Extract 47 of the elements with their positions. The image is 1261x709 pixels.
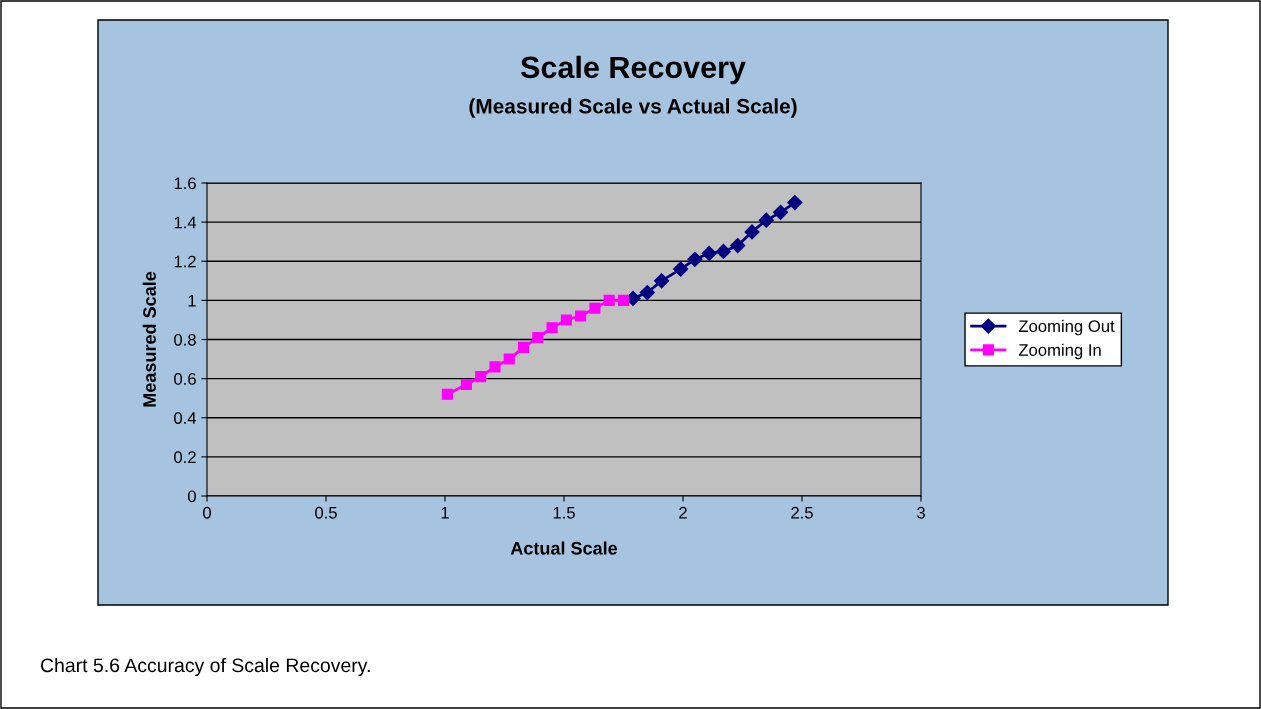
x-tick-label: 2.5 bbox=[791, 506, 813, 519]
x-tick-label: 3 bbox=[917, 506, 925, 519]
point bbox=[560, 314, 572, 326]
point bbox=[575, 310, 587, 322]
y-tick-label: 1 bbox=[188, 294, 196, 307]
chart-subtitle: (Measured Scale vs Actual Scale) bbox=[469, 98, 797, 118]
point bbox=[639, 284, 655, 301]
x-axis-title: Actual Scale bbox=[510, 541, 618, 555]
point bbox=[701, 245, 717, 261]
x-tick-label: 1 bbox=[441, 507, 449, 519]
point bbox=[687, 251, 703, 267]
legend-label: Zooming Out bbox=[1018, 319, 1115, 336]
point bbox=[441, 388, 453, 400]
point bbox=[603, 294, 615, 306]
point bbox=[673, 261, 689, 277]
point bbox=[758, 212, 774, 228]
point bbox=[589, 302, 601, 314]
point bbox=[715, 243, 732, 260]
point bbox=[546, 322, 558, 334]
point bbox=[489, 361, 501, 373]
y-tick-label: 1.4 bbox=[174, 216, 197, 229]
y-tick-label: 0.2 bbox=[174, 451, 196, 464]
point bbox=[617, 294, 630, 306]
y-tick-label: 0 bbox=[187, 490, 196, 503]
y-tick-label: 0.6 bbox=[174, 373, 196, 385]
point bbox=[503, 353, 515, 365]
point bbox=[460, 378, 472, 391]
point bbox=[744, 224, 760, 240]
point bbox=[787, 194, 803, 211]
y-tick-label: 1.2 bbox=[174, 255, 196, 268]
y-tick-label: 0.4 bbox=[174, 412, 197, 424]
x-tick-label: 0.5 bbox=[315, 506, 337, 519]
point bbox=[730, 238, 746, 254]
y-axis-title: Measured Scale bbox=[142, 271, 156, 407]
y-tick-label: 0.8 bbox=[174, 333, 196, 346]
point bbox=[517, 341, 530, 353]
x-tick-label: 2 bbox=[679, 506, 687, 519]
point bbox=[532, 331, 544, 344]
legend-label: Zooming In bbox=[1018, 343, 1101, 360]
point bbox=[773, 204, 789, 220]
point bbox=[654, 273, 670, 289]
point bbox=[475, 371, 487, 383]
y-tick-label: 1.6 bbox=[174, 177, 196, 190]
x-tick-label: 1.5 bbox=[553, 507, 575, 519]
chart-title: Scale Recovery bbox=[520, 55, 746, 85]
x-tick-label: 0 bbox=[203, 506, 211, 519]
caption: Chart 5.6 Accuracy of Scale Recovery. bbox=[40, 657, 370, 677]
